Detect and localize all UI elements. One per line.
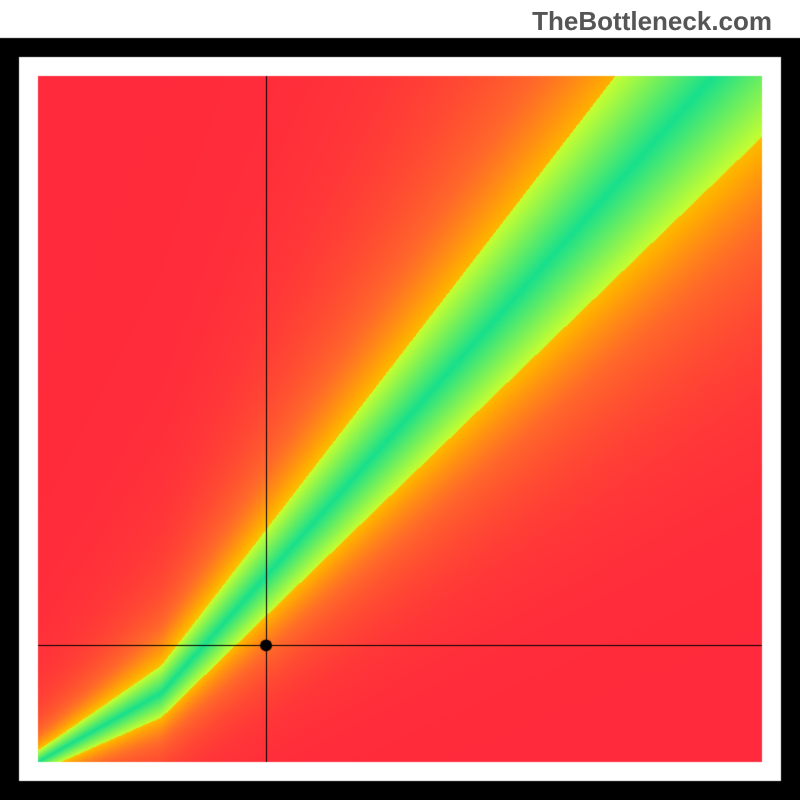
bottleneck-heatmap (0, 0, 800, 800)
chart-container: TheBottleneck.com (0, 0, 800, 800)
watermark-text: TheBottleneck.com (532, 6, 772, 37)
